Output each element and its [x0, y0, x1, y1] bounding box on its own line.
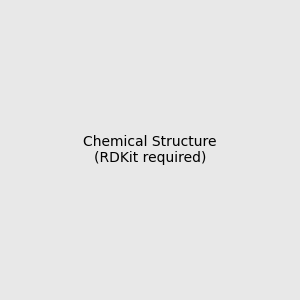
Text: Chemical Structure
(RDKit required): Chemical Structure (RDKit required) — [83, 135, 217, 165]
